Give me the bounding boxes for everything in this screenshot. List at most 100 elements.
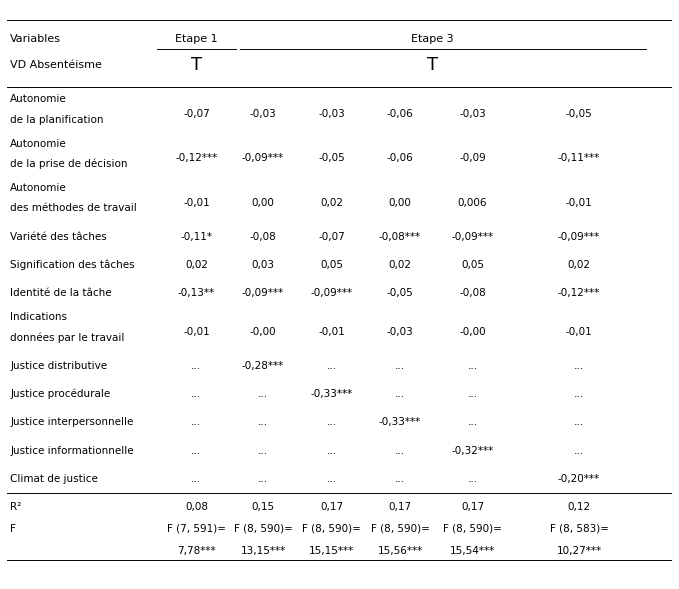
Text: Justice informationnelle: Justice informationnelle (10, 446, 134, 456)
Text: ...: ... (258, 389, 268, 399)
Text: -0,09***: -0,09*** (558, 231, 600, 241)
Text: -0,33***: -0,33*** (310, 389, 352, 399)
Text: -0,01: -0,01 (183, 327, 210, 337)
Text: de la planification: de la planification (10, 115, 104, 125)
Text: Climat de justice: Climat de justice (10, 474, 98, 484)
Text: -0,09***: -0,09*** (452, 231, 494, 241)
Text: 0,03: 0,03 (251, 260, 274, 270)
Text: des méthodes de travail: des méthodes de travail (10, 203, 137, 213)
Text: -0,05: -0,05 (566, 109, 592, 119)
Text: Justice distributive: Justice distributive (10, 361, 107, 371)
Text: ...: ... (327, 361, 337, 371)
Text: Etape 3: Etape 3 (411, 34, 454, 44)
Text: -0,01: -0,01 (183, 197, 210, 207)
Text: ...: ... (191, 418, 202, 428)
Text: -0,08***: -0,08*** (379, 231, 421, 241)
Text: Justice procédurale: Justice procédurale (10, 389, 111, 399)
Text: -0,13**: -0,13** (178, 288, 215, 298)
Text: données par le travail: données par le travail (10, 332, 124, 343)
Text: 0,02: 0,02 (320, 197, 343, 207)
Text: -0,09***: -0,09*** (242, 288, 284, 298)
Text: F (8, 590)=: F (8, 590)= (443, 524, 502, 534)
Text: ...: ... (395, 361, 405, 371)
Text: 0,02: 0,02 (388, 260, 411, 270)
Text: -0,06: -0,06 (386, 153, 414, 163)
Text: ...: ... (468, 418, 477, 428)
Text: ...: ... (468, 361, 477, 371)
Text: ...: ... (327, 474, 337, 484)
Text: 0,00: 0,00 (388, 197, 411, 207)
Text: -0,01: -0,01 (566, 327, 592, 337)
Text: -0,12***: -0,12*** (558, 288, 600, 298)
Text: 0,05: 0,05 (461, 260, 484, 270)
Text: F (8, 583)=: F (8, 583)= (549, 524, 608, 534)
Text: ...: ... (191, 361, 202, 371)
Text: -0,08: -0,08 (250, 231, 276, 241)
Text: 7,78***: 7,78*** (177, 546, 216, 556)
Text: -0,28***: -0,28*** (242, 361, 284, 371)
Text: F (8, 590)=: F (8, 590)= (371, 524, 430, 534)
Text: Etape 1: Etape 1 (175, 34, 218, 44)
Text: 15,56***: 15,56*** (378, 546, 423, 556)
Text: Indications: Indications (10, 312, 67, 322)
Text: Autonomie: Autonomie (10, 94, 67, 104)
Text: 0,006: 0,006 (458, 197, 488, 207)
Text: ...: ... (327, 418, 337, 428)
Text: -0,03: -0,03 (318, 109, 345, 119)
Text: ...: ... (395, 474, 405, 484)
Text: ...: ... (574, 446, 584, 456)
Text: -0,00: -0,00 (250, 327, 276, 337)
Text: F (7, 591)=: F (7, 591)= (167, 524, 226, 534)
Text: -0,20***: -0,20*** (558, 474, 600, 484)
Text: 10,27***: 10,27*** (557, 546, 602, 556)
Text: ...: ... (395, 446, 405, 456)
Text: T: T (191, 57, 202, 74)
Text: -0,11***: -0,11*** (558, 153, 600, 163)
Text: Variables: Variables (10, 34, 61, 44)
Text: -0,09: -0,09 (459, 153, 486, 163)
Text: ...: ... (258, 418, 268, 428)
Text: -0,11*: -0,11* (181, 231, 213, 241)
Text: -0,03: -0,03 (459, 109, 486, 119)
Text: de la prise de décision: de la prise de décision (10, 159, 128, 169)
Text: 0,02: 0,02 (185, 260, 208, 270)
Text: 15,54***: 15,54*** (450, 546, 495, 556)
Text: 0,17: 0,17 (461, 502, 484, 512)
Text: -0,05: -0,05 (318, 153, 345, 163)
Text: 0,17: 0,17 (320, 502, 343, 512)
Text: 15,15***: 15,15*** (309, 546, 354, 556)
Text: 0,17: 0,17 (388, 502, 411, 512)
Text: 13,15***: 13,15*** (240, 546, 286, 556)
Text: 0,05: 0,05 (320, 260, 343, 270)
Text: -0,08: -0,08 (459, 288, 486, 298)
Text: ...: ... (191, 389, 202, 399)
Text: VD Absentéisme: VD Absentéisme (10, 60, 102, 70)
Text: -0,03: -0,03 (250, 109, 276, 119)
Text: ...: ... (327, 446, 337, 456)
Text: Justice interpersonnelle: Justice interpersonnelle (10, 418, 134, 428)
Text: Identité de la tâche: Identité de la tâche (10, 288, 112, 298)
Text: Signification des tâches: Signification des tâches (10, 260, 134, 270)
Text: ...: ... (395, 389, 405, 399)
Text: -0,00: -0,00 (459, 327, 486, 337)
Text: -0,07: -0,07 (183, 109, 210, 119)
Text: Variété des tâches: Variété des tâches (10, 231, 107, 241)
Text: -0,12***: -0,12*** (175, 153, 217, 163)
Text: ...: ... (468, 474, 477, 484)
Text: 0,12: 0,12 (568, 502, 591, 512)
Text: ...: ... (468, 389, 477, 399)
Text: 0,00: 0,00 (251, 197, 274, 207)
Text: 0,08: 0,08 (185, 502, 208, 512)
Text: Autonomie: Autonomie (10, 183, 67, 193)
Text: 0,02: 0,02 (568, 260, 591, 270)
Text: F (8, 590)=: F (8, 590)= (234, 524, 293, 534)
Text: F (8, 590)=: F (8, 590)= (302, 524, 361, 534)
Text: -0,06: -0,06 (386, 109, 414, 119)
Text: Autonomie: Autonomie (10, 138, 67, 148)
Text: ...: ... (574, 418, 584, 428)
Text: T: T (427, 57, 438, 74)
Text: ...: ... (258, 446, 268, 456)
Text: ...: ... (574, 389, 584, 399)
Text: -0,01: -0,01 (318, 327, 345, 337)
Text: ...: ... (191, 446, 202, 456)
